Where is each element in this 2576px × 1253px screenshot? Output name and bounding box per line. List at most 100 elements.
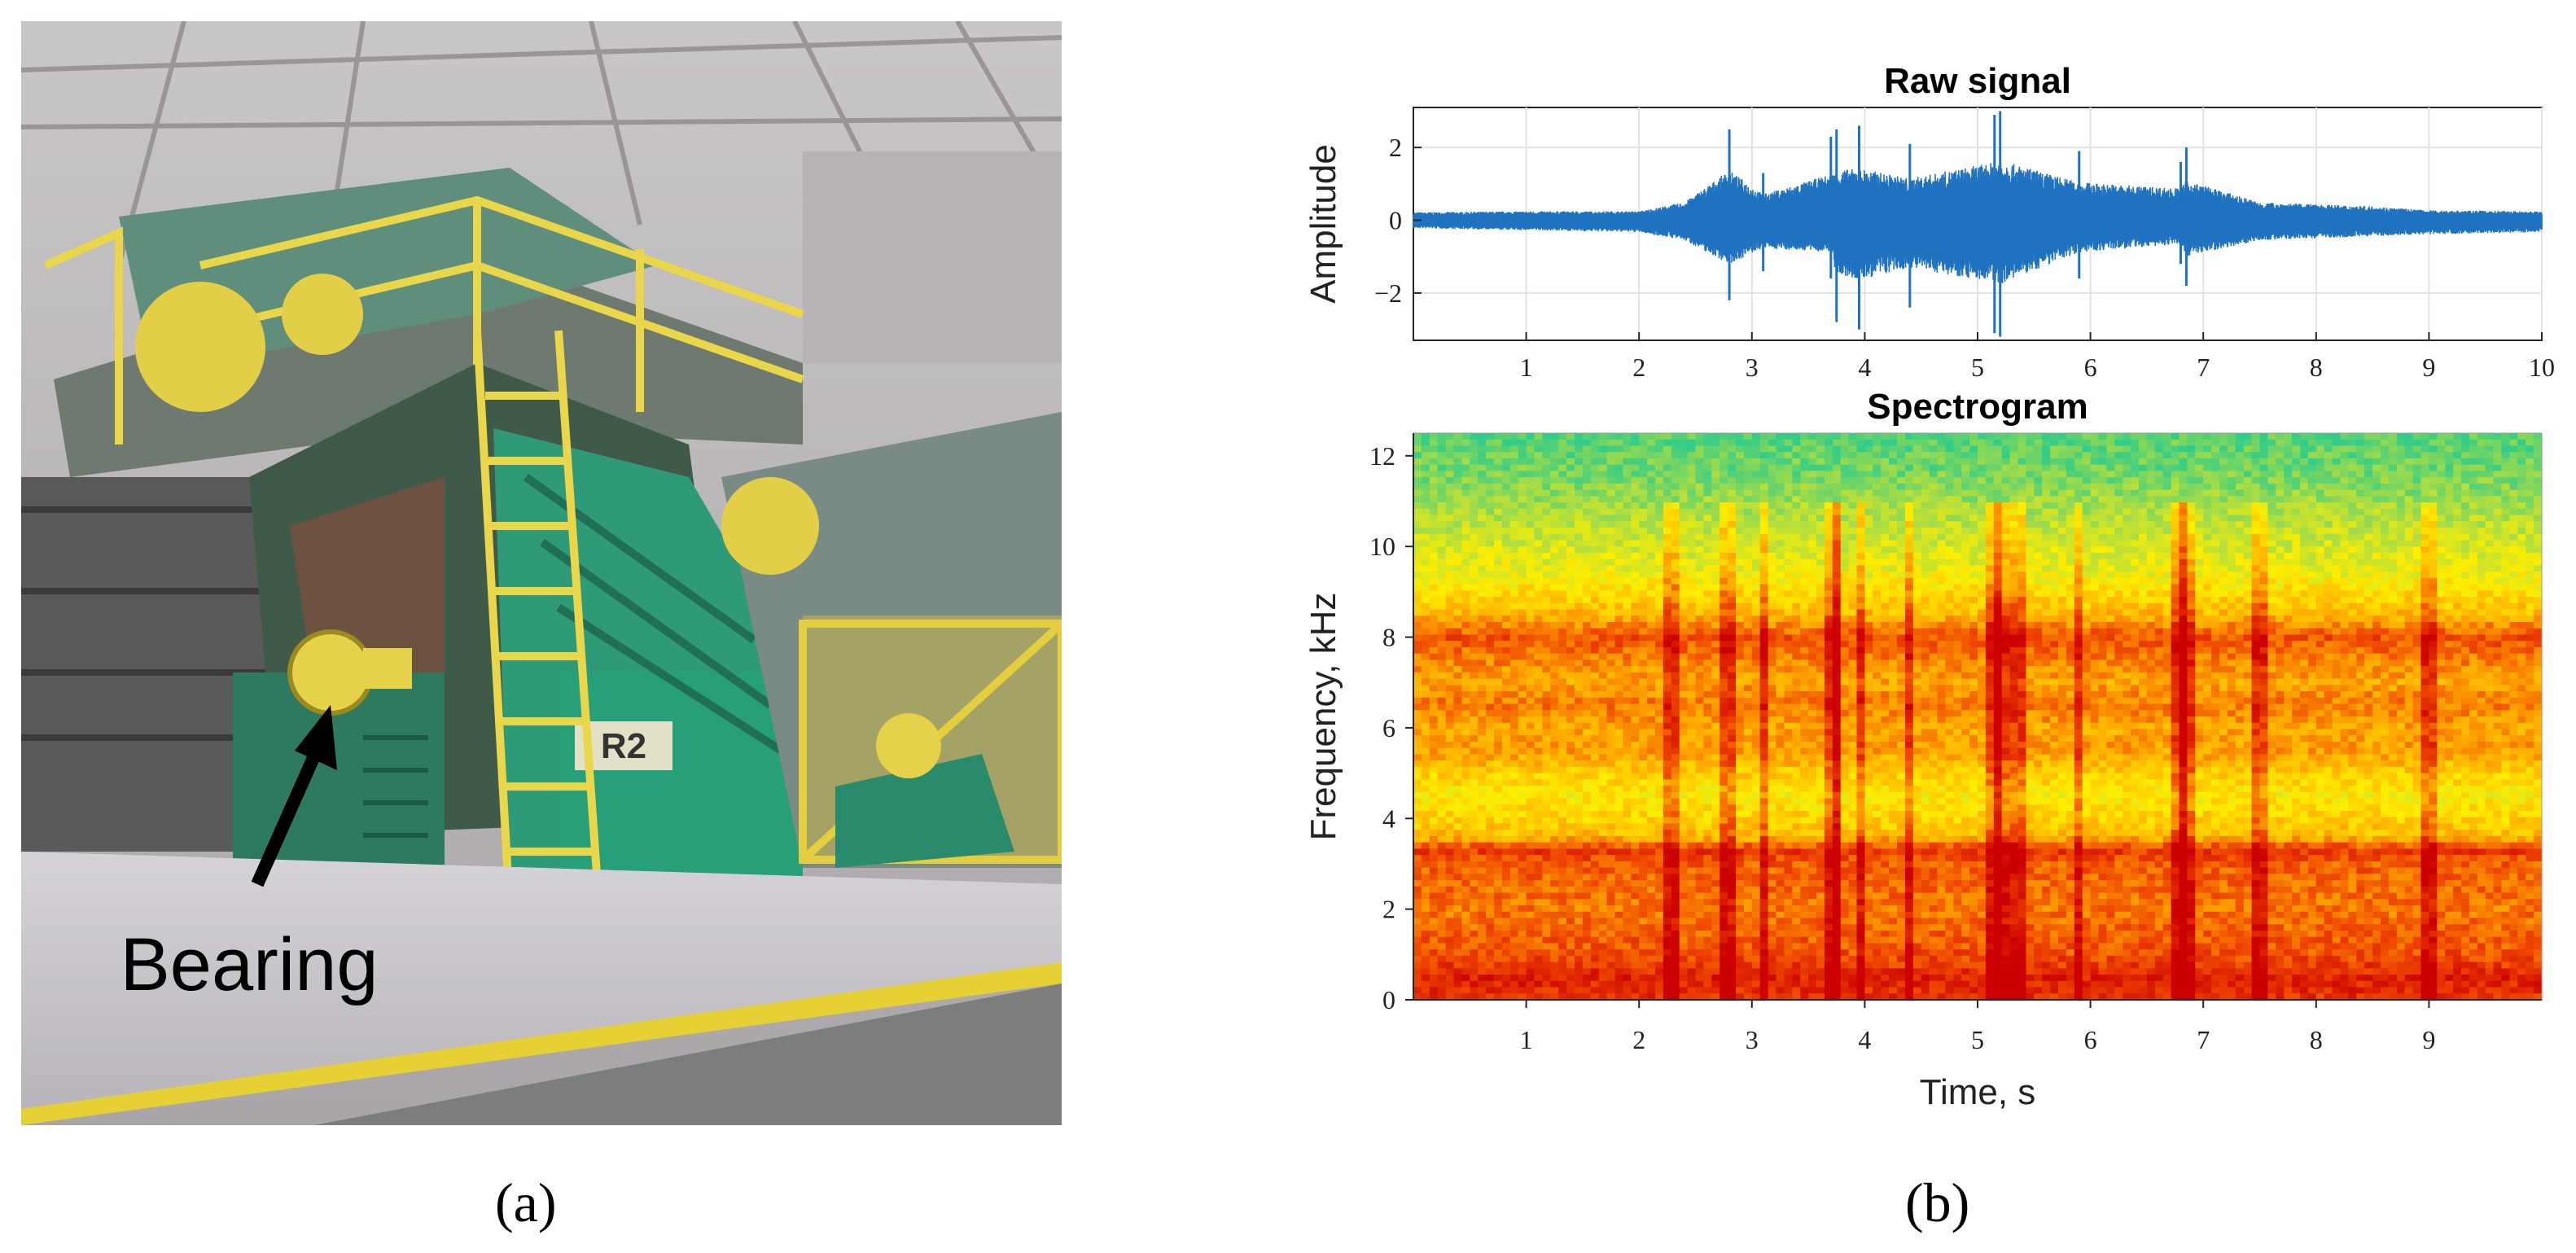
spectrogram-cell xyxy=(1953,546,1962,554)
spectrogram-cell xyxy=(1486,646,1495,655)
spectrogram-cell xyxy=(1784,477,1793,484)
spectrogram-cell xyxy=(1470,508,1479,516)
spectrogram-cell xyxy=(2348,452,2357,459)
spectrogram-cell xyxy=(2412,565,2422,572)
spectrogram-cell xyxy=(2001,489,2011,497)
spectrogram-cell xyxy=(1663,515,1672,522)
spectrogram-cell xyxy=(1720,590,1728,598)
spectrogram-cell xyxy=(2300,616,2309,623)
spectrogram-cell xyxy=(1655,577,1664,585)
spectrogram-cell xyxy=(2388,433,2398,440)
spectrogram-cell xyxy=(1889,489,1898,497)
spectrogram-cell xyxy=(1518,508,1527,516)
spectrogram-cell xyxy=(2219,496,2228,503)
spectrogram-cell xyxy=(2139,508,2148,516)
spectrogram-cell xyxy=(2001,515,2011,522)
spectrogram-cell xyxy=(1985,489,1995,497)
spectrogram-cell xyxy=(2534,552,2543,560)
spectrogram-cell xyxy=(1623,559,1632,566)
spectrogram-cell xyxy=(1526,634,1536,642)
spectrogram-cell xyxy=(2300,602,2309,611)
spectrogram-cell xyxy=(1518,528,1527,535)
spectrogram-cell xyxy=(2340,602,2349,611)
spectrogram-cell xyxy=(2388,533,2398,541)
spectrogram-cell xyxy=(2098,634,2107,642)
spectrogram-cell xyxy=(2001,445,2011,453)
spectrogram-cell xyxy=(2267,533,2276,541)
spectrogram-cell xyxy=(2388,646,2398,655)
spectrogram-cell xyxy=(2526,641,2534,648)
spectrogram-cell xyxy=(2050,489,2059,497)
spectrogram-cell xyxy=(2131,584,2140,591)
spectrogram-cell xyxy=(2219,577,2228,585)
spectrogram-cell xyxy=(1929,609,1939,616)
spectrogram-cell xyxy=(1768,502,1777,510)
spectrogram-cell xyxy=(1873,622,1882,629)
spectrogram-cell xyxy=(2381,622,2390,629)
spectrogram-cell xyxy=(2146,521,2156,528)
spectrogram-cell xyxy=(2017,641,2026,648)
spectrogram-cell xyxy=(2211,622,2220,629)
spectrogram-cell xyxy=(2195,540,2204,547)
spectrogram-cell xyxy=(2050,552,2059,560)
spectrogram-cell xyxy=(2050,597,2059,604)
spectrogram-cell xyxy=(2139,577,2148,585)
spectrogram-cell xyxy=(2187,483,2196,491)
spectrogram-cell xyxy=(2517,597,2526,604)
spectrogram-cell xyxy=(2066,602,2075,611)
spectrogram-cell xyxy=(1736,546,1745,554)
spectrogram-cell xyxy=(2267,609,2276,616)
spectrogram-cell xyxy=(2388,452,2398,459)
spectrogram-cell xyxy=(2356,445,2365,453)
spectrogram-cell xyxy=(2066,521,2075,528)
spectrogram-cell xyxy=(2090,572,2100,579)
spectrogram-cell xyxy=(2445,528,2454,535)
spectrogram-cell xyxy=(2017,471,2026,478)
spectrogram-cell xyxy=(1961,483,1970,491)
spectrogram-cell xyxy=(1776,559,1785,566)
spectrogram-cell xyxy=(1501,572,1511,579)
spectrogram-cell xyxy=(2267,602,2276,611)
spectrogram-cell xyxy=(2219,546,2228,554)
spectrogram-cell xyxy=(2139,483,2148,491)
spectrogram-cell xyxy=(1598,572,1608,579)
spectrogram-cell xyxy=(1671,508,1680,516)
spectrogram-cell xyxy=(2042,477,2051,484)
spectrogram-cell xyxy=(1864,616,1873,623)
spectrogram-cell xyxy=(2356,483,2365,491)
spectrogram-cell xyxy=(2340,565,2349,572)
spectrogram-cell xyxy=(2477,502,2486,510)
spectrogram-cell xyxy=(1631,609,1640,616)
spectrogram-cell xyxy=(1478,496,1487,503)
spectrogram-cell xyxy=(2251,483,2261,491)
spectrogram-cell xyxy=(2154,528,2164,535)
spectrogram-cell xyxy=(2453,521,2462,528)
spectrogram-cell xyxy=(2123,458,2131,466)
spectrogram-cell xyxy=(1566,433,1575,440)
spectrogram-cell xyxy=(2501,477,2510,484)
spectrogram-cell xyxy=(1486,653,1495,660)
spectrogram-cell xyxy=(2348,559,2357,566)
spectrogram-cell xyxy=(2381,609,2390,616)
spectrogram-cell xyxy=(1614,584,1623,591)
spectrogram-cell xyxy=(1792,572,1801,579)
spectrogram-cell xyxy=(1647,653,1656,660)
spectrogram-cell xyxy=(2162,622,2172,629)
spectrogram-cell xyxy=(1824,622,1833,629)
spectrogram-cell xyxy=(2276,433,2285,440)
spectrogram-cell xyxy=(1437,616,1447,623)
spectrogram-cell xyxy=(2412,552,2422,560)
spectrogram-cell xyxy=(2276,533,2285,541)
spectrogram-cell xyxy=(1437,540,1447,547)
spectrogram-cell xyxy=(2501,496,2510,503)
spectrogram-cell xyxy=(2364,565,2373,572)
spectrogram-cell xyxy=(1743,584,1753,591)
spectrogram-cell xyxy=(1598,590,1608,598)
spectrogram-cell xyxy=(1606,464,1616,471)
spectrogram-cell xyxy=(1889,483,1898,491)
spectrogram-cell xyxy=(2050,502,2059,510)
spectrogram-cell xyxy=(2404,528,2414,535)
spectrogram-cell xyxy=(2171,590,2180,598)
spectrogram-cell xyxy=(2090,628,2100,636)
spectrogram-cell xyxy=(2017,433,2026,440)
